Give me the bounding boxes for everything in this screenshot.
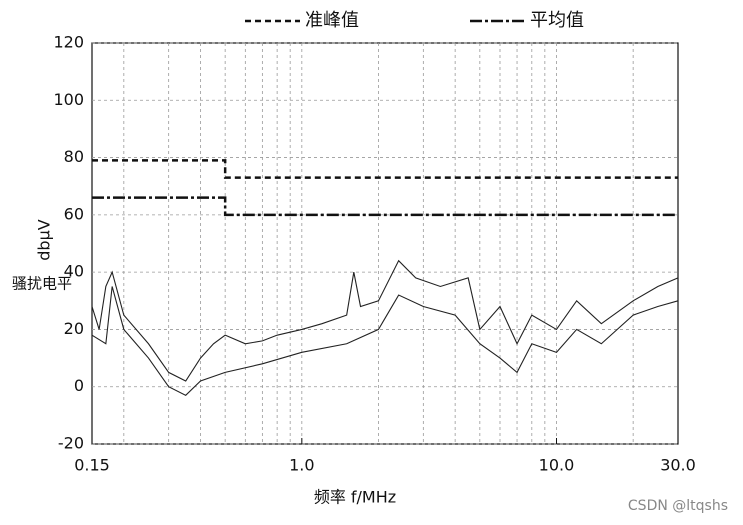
y-axis-label: dbµV [35, 219, 54, 260]
series-line [91, 286, 679, 396]
x-axis-label: 频率 f/MHz [314, 488, 396, 507]
series-line [91, 259, 679, 382]
x-tick-label: 0.15 [74, 456, 110, 475]
y-tick-label: 100 [53, 90, 84, 109]
y-tick-label: 80 [64, 147, 84, 166]
plot-frame [91, 42, 679, 445]
y-tick-label: 40 [64, 262, 84, 281]
y-tick-label: 120 [53, 33, 84, 52]
series-line [92, 159, 678, 179]
legend-label: 平均值 [530, 10, 584, 31]
x-tick-label: 30.0 [660, 456, 696, 475]
watermark: CSDN @ltqshs [628, 498, 728, 514]
x-tick-label: 10.0 [539, 456, 575, 475]
y-tick-label: -20 [58, 434, 84, 453]
y-tick-label: 60 [64, 204, 84, 223]
y-tick-label: 0 [74, 376, 84, 395]
y-axis-label-2: 骚扰电平 [12, 275, 72, 293]
y-tick-label: 20 [64, 319, 84, 338]
x-tick-label: 1.0 [289, 456, 314, 475]
series-line [92, 196, 678, 217]
legend-label: 准峰值 [305, 10, 359, 31]
